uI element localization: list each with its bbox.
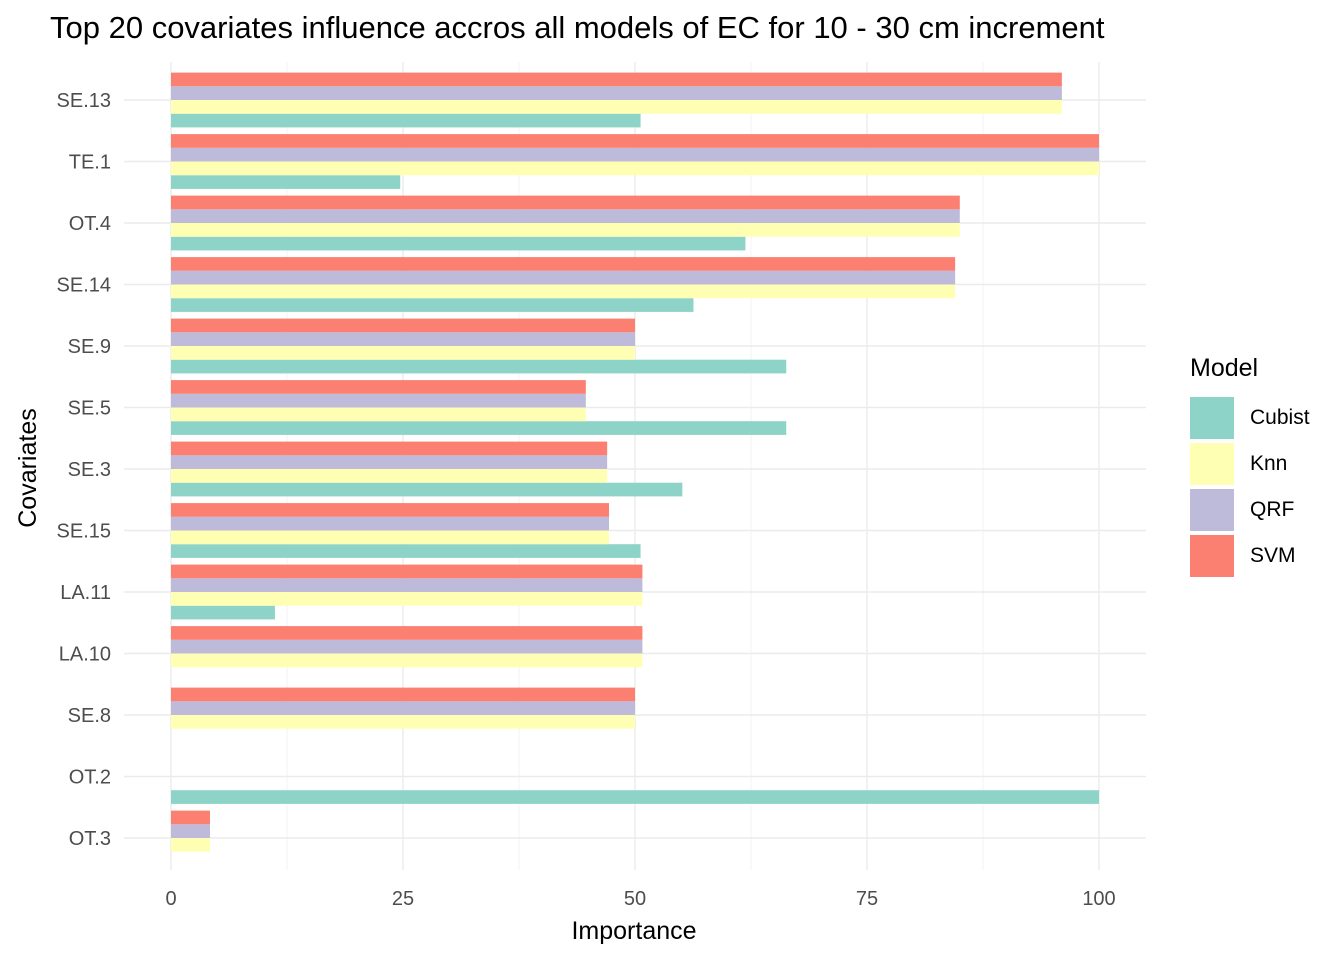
bar-svm-te-1 xyxy=(171,134,1099,148)
bar-cubist-se-15 xyxy=(171,544,641,558)
legend-label: QRF xyxy=(1250,498,1295,521)
y-tick-label: OT.3 xyxy=(69,828,111,850)
bar-svm-se-9 xyxy=(171,318,635,333)
y-tick-label: TE.1 xyxy=(69,152,111,174)
x-tick-label: 50 xyxy=(624,888,646,910)
bar-cubist-se-5 xyxy=(171,421,787,435)
y-tick-label: SE.15 xyxy=(57,521,111,543)
bar-svm-la-10 xyxy=(171,626,643,640)
legend-swatch xyxy=(1190,397,1234,439)
bar-knn-se-13 xyxy=(171,100,1062,114)
y-tick-label: SE.13 xyxy=(57,90,111,112)
bar-svm-se-3 xyxy=(171,441,608,456)
y-tick-label: LA.11 xyxy=(60,582,111,604)
legend-swatch xyxy=(1190,489,1234,531)
bar-qrf-se-15 xyxy=(171,516,610,531)
y-axis-label: Covariates xyxy=(14,408,42,528)
x-axis-label: Importance xyxy=(571,917,696,945)
x-tick-labels: 0 25 50 75 100 xyxy=(165,888,1115,910)
legend-item-svm: SVM xyxy=(1190,533,1310,579)
y-tick-label: SE.3 xyxy=(68,459,111,481)
bar-qrf-se-13 xyxy=(171,86,1062,100)
y-tick-labels: SE.13 TE.1 OT.4 SE.14 SE.9 SE.5 SE.3 SE.15 LA.11… xyxy=(57,90,111,850)
y-tick-label: SE.14 xyxy=(57,275,111,297)
bar-qrf-la-11 xyxy=(171,578,643,592)
bar-qrf-ot-4 xyxy=(171,209,960,223)
x-tick-label: 75 xyxy=(856,888,878,910)
legend-swatch xyxy=(1190,443,1234,485)
bar-cubist-se-9 xyxy=(171,359,787,374)
legend-item-cubist: Cubist xyxy=(1190,395,1310,441)
bar-cubist-se-13 xyxy=(171,113,641,128)
bar-qrf-te-1 xyxy=(171,147,1099,162)
bar-knn-se-5 xyxy=(171,407,586,422)
y-tick-label: OT.2 xyxy=(69,767,111,789)
bar-qrf-se-14 xyxy=(171,270,956,285)
bar-qrf-la-10 xyxy=(171,639,643,654)
bars xyxy=(171,72,1099,852)
legend-title: Model xyxy=(1190,354,1259,382)
bar-cubist-ot-4 xyxy=(171,236,746,251)
bar-qrf-se-8 xyxy=(171,701,635,715)
bar-knn-se-15 xyxy=(171,530,610,545)
bar-knn-te-1 xyxy=(171,161,1099,176)
bar-svm-se-15 xyxy=(171,503,610,517)
bar-knn-la-10 xyxy=(171,653,643,668)
bar-svm-se-13 xyxy=(171,72,1062,87)
legend-item-qrf: QRF xyxy=(1190,487,1310,533)
legend-label: Knn xyxy=(1250,452,1288,475)
legend-label: SVM xyxy=(1250,544,1296,567)
y-tick-label: SE.8 xyxy=(68,705,111,727)
bar-knn-se-8 xyxy=(171,715,635,729)
legend: Model Cubist Knn QRF SVM xyxy=(1190,354,1310,579)
x-tick-label: 25 xyxy=(392,888,414,910)
bar-svm-se-5 xyxy=(171,380,586,394)
bar-svm-se-8 xyxy=(171,687,635,702)
bar-cubist-se-14 xyxy=(171,298,694,312)
y-tick-label: LA.10 xyxy=(59,644,111,666)
x-tick-label: 0 xyxy=(165,888,176,910)
bar-qrf-se-3 xyxy=(171,455,608,469)
bar-svm-se-14 xyxy=(171,257,956,271)
bar-cubist-se-3 xyxy=(171,482,683,497)
bar-knn-se-9 xyxy=(171,346,635,360)
bar-qrf-se-5 xyxy=(171,393,586,408)
chart-title: Top 20 covariates influence accros all m… xyxy=(50,10,1105,45)
bar-cubist-ot-2 xyxy=(171,790,1099,804)
y-tick-label: SE.9 xyxy=(68,336,111,358)
bar-svm-ot-4 xyxy=(171,195,960,210)
bar-qrf-se-9 xyxy=(171,332,635,346)
x-tick-label: 100 xyxy=(1082,888,1115,910)
y-tick-label: SE.5 xyxy=(68,398,111,420)
bar-knn-se-14 xyxy=(171,284,956,299)
legend-label: Cubist xyxy=(1250,406,1310,429)
bar-svm-ot-3 xyxy=(171,810,210,825)
bar-knn-ot-3 xyxy=(171,838,210,852)
bar-knn-se-3 xyxy=(171,469,608,483)
bar-cubist-te-1 xyxy=(171,175,401,189)
bar-knn-la-11 xyxy=(171,592,643,606)
bar-cubist-la-11 xyxy=(171,605,275,620)
bar-svm-la-11 xyxy=(171,564,643,579)
legend-item-knn: Knn xyxy=(1190,441,1310,487)
y-tick-label: OT.4 xyxy=(69,213,111,235)
bar-qrf-ot-3 xyxy=(171,824,210,838)
bar-knn-ot-4 xyxy=(171,223,960,237)
legend-swatch xyxy=(1190,535,1234,577)
